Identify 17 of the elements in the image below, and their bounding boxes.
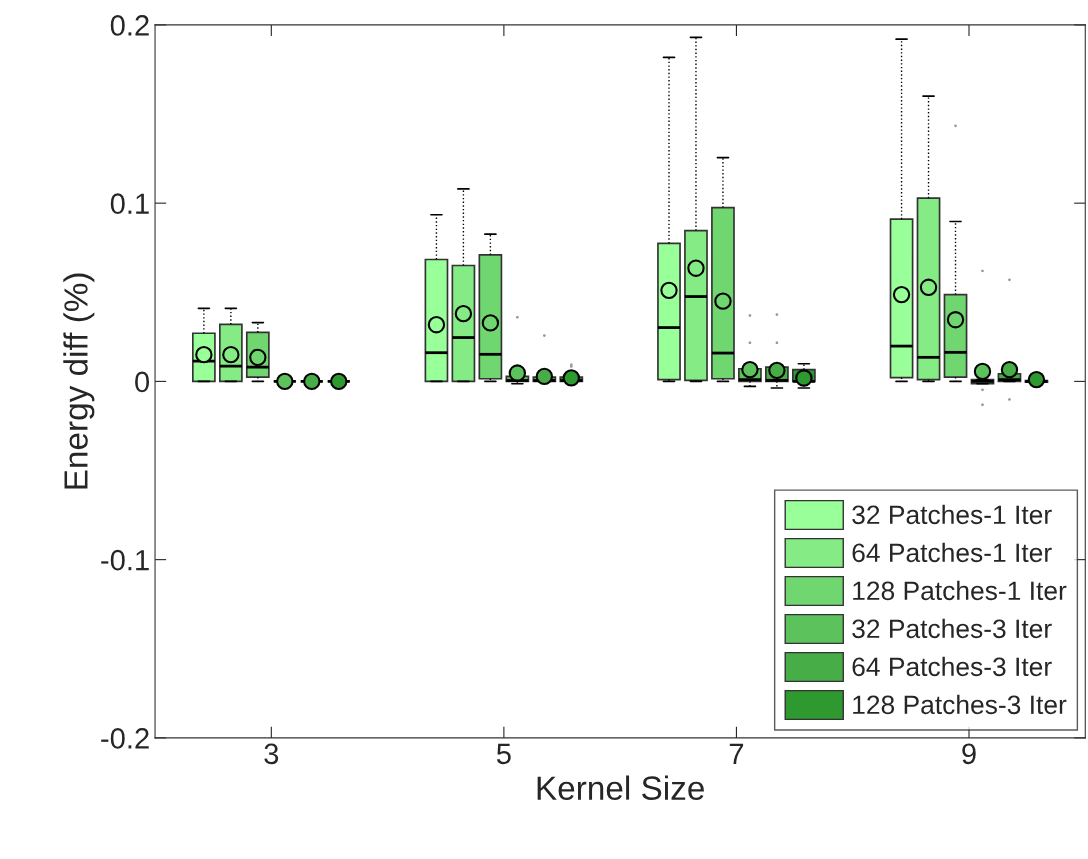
legend-label: 128 Patches-1 Iter <box>853 580 1067 601</box>
legend-label: 32 Patches-1 Iter <box>852 504 1052 525</box>
legend-label: 64 Patches-3 Iter <box>852 656 1052 677</box>
x-tick-label: 3 <box>264 743 279 765</box>
x-tick-label: 7 <box>729 743 744 764</box>
legend-label: 32 Patches-3 Iter <box>852 618 1052 639</box>
y-axis-title: Energy diff (%) <box>63 273 95 489</box>
y-tick-label: 0 <box>135 371 150 393</box>
legend-label: 64 Patches-1 Iter <box>852 542 1052 563</box>
y-tick-label: 0.2 <box>110 15 149 36</box>
legend-label: 128 Patches-3 Iter <box>853 694 1067 715</box>
x-tick-label: 5 <box>496 743 511 765</box>
x-tick-label: 9 <box>962 743 976 765</box>
y-tick-label: 0.1 <box>110 193 149 215</box>
y-tick-label: -0.2 <box>101 728 149 749</box>
y-tick-label: -0.1 <box>101 549 149 571</box>
x-axis-title: Kernel Size <box>537 775 704 800</box>
